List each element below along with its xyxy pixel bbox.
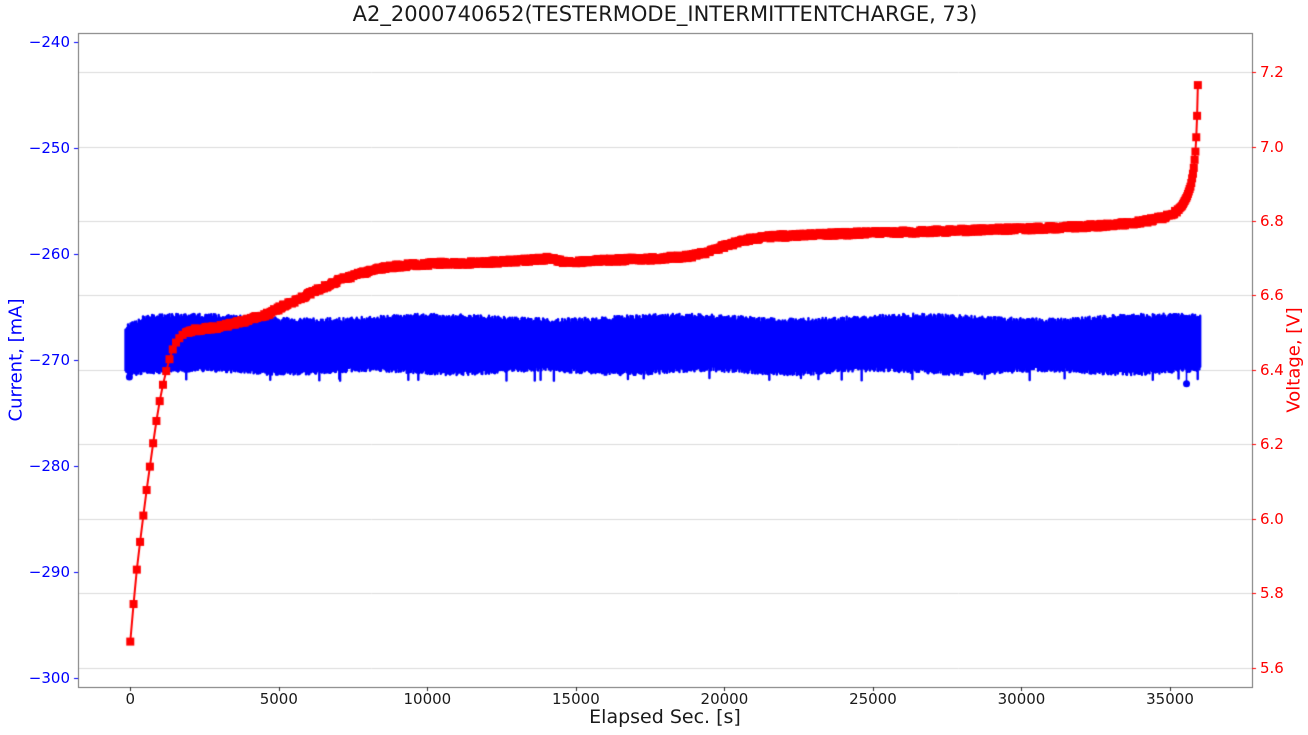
x-tick-label: 35000 [1146, 690, 1194, 708]
x-tick-label: 30000 [997, 690, 1046, 708]
y-tick-label-right: 5.6 [1260, 658, 1284, 677]
y-axis-label-left: Current, [mA] [5, 298, 27, 422]
y-axis-label-right: Voltage, [V] [1283, 307, 1305, 413]
y-tick-label-right: 7.0 [1260, 137, 1284, 156]
y-tick-label-right: 6.2 [1260, 435, 1284, 454]
x-tick-label: 15000 [552, 690, 600, 708]
x-tick-label: 10000 [403, 690, 452, 708]
y-tick-label-right: 6.6 [1260, 286, 1284, 305]
x-tick-label: 0 [125, 690, 136, 708]
y-tick-label-right: 7.2 [1260, 63, 1284, 82]
y-tick-label-right: 6.4 [1260, 360, 1284, 379]
y-tick-label-left: −280 [28, 456, 70, 475]
chart-title: A2_2000740652(TESTERMODE_INTERMITTENTCHA… [352, 2, 978, 26]
y-tick-label-left: −270 [28, 351, 70, 369]
y-tick-label-left: −250 [28, 139, 70, 157]
y-tick-label-left: −240 [28, 33, 70, 51]
y-tick-label-left: −290 [28, 562, 70, 581]
y-tick-label-right: 6.0 [1260, 509, 1284, 528]
y-tick-label-left: −300 [28, 668, 70, 687]
y-tick-label-right: 6.8 [1260, 211, 1284, 230]
y-tick-label-left: −260 [28, 245, 70, 263]
x-tick-label: 20000 [700, 690, 749, 708]
x-tick-label: 25000 [849, 690, 897, 708]
y-tick-label-right: 5.8 [1260, 584, 1284, 603]
x-axis-label: Elapsed Sec. [s] [589, 706, 741, 728]
x-tick-label: 5000 [259, 690, 298, 708]
